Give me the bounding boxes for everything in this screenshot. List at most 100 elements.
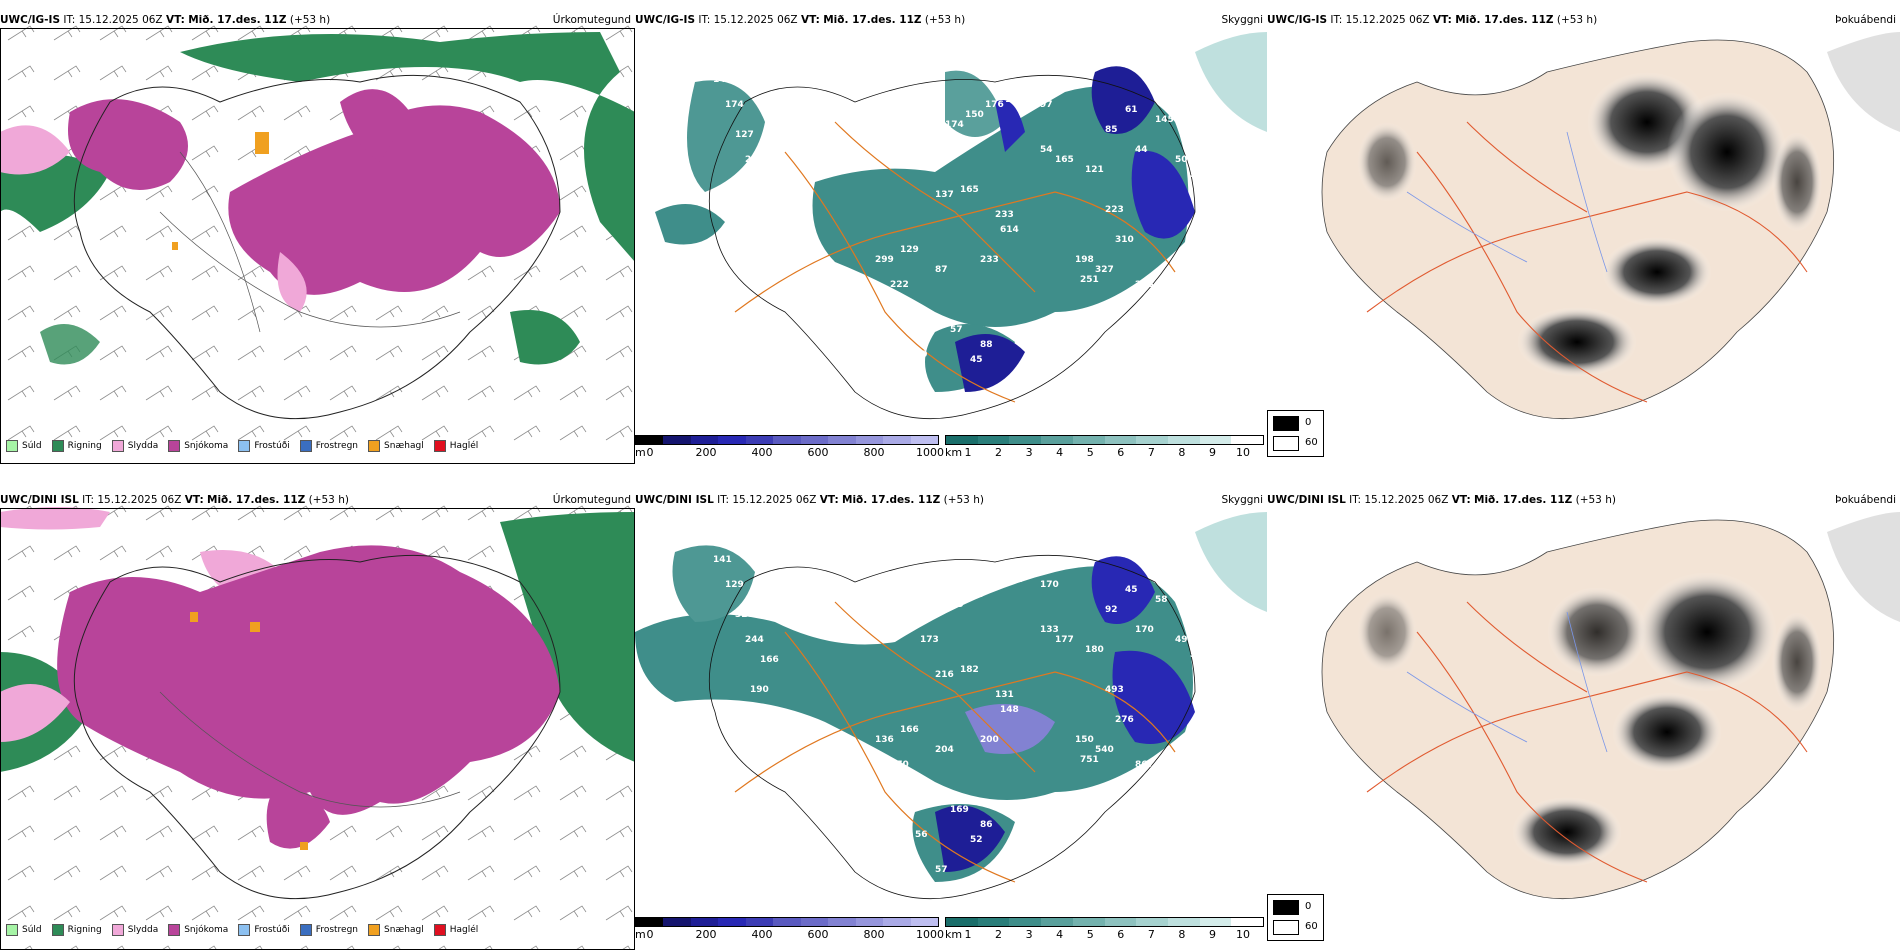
peak-height-label: 150 — [965, 110, 984, 120]
vis-color-step — [1041, 918, 1073, 926]
peak-height-label: 37 — [915, 400, 928, 410]
peak-height-label: 92 — [1105, 605, 1118, 615]
peak-height-label: 248 — [1195, 725, 1214, 735]
height-tick-label: 400 — [751, 928, 773, 941]
peak-height-label: 52 — [1190, 650, 1203, 660]
height-color-step — [636, 918, 664, 926]
fog-map-bottom — [1321, 512, 1900, 900]
height-color-step — [663, 918, 691, 926]
peak-height-label: 136 — [875, 735, 894, 745]
vis-color-step — [1136, 436, 1168, 444]
vis-color-step — [1041, 436, 1073, 444]
peak-height-label: 58 — [1155, 595, 1168, 605]
vis-color-step — [977, 918, 1010, 926]
vis-tick-label: 6 — [1117, 928, 1125, 941]
vis-tick-label: 4 — [1056, 446, 1064, 459]
height-color-step — [773, 436, 801, 444]
peak-height-label: 359 — [945, 600, 964, 610]
header-top-mid: UWC/IG-IS IT: 15.12.2025 06Z VT: Mið. 17… — [635, 14, 966, 26]
legend-item: Snjókoma — [168, 440, 228, 452]
precip-map-bottom — [0, 492, 635, 950]
roads — [734, 121, 1176, 403]
vis-tick-label: 6 — [1117, 446, 1125, 459]
peak-height-label: 311 — [685, 730, 704, 740]
legend-item: Snjókoma — [168, 924, 228, 936]
legend-swatch — [6, 440, 18, 452]
header-top-left: UWC/IG-IS IT: 15.12.2025 06Z VT: Mið. 17… — [0, 12, 330, 28]
legend-item: Slydda — [111, 440, 158, 452]
vis-tick-label: 10 — [1236, 446, 1250, 459]
legend-item: Rigning — [51, 924, 102, 936]
peak-height-label: 129 — [725, 580, 744, 590]
precip-legend: Súld Rigning Slydda Snjókoma Frostúði Fr… — [6, 440, 478, 452]
height-tick-label: 800 — [863, 446, 885, 459]
iceland-outline — [73, 74, 561, 420]
peak-height-label: 145 — [1155, 115, 1174, 125]
peak-height-label: 127 — [760, 175, 779, 185]
legend-item: Snæhagl — [368, 440, 424, 452]
peak-height-label: 148 — [1000, 705, 1019, 715]
vis-color-step — [1104, 918, 1137, 926]
precip-panel-bottom: UWC/DINI ISL IT: 15.12.2025 06Z VT: Mið.… — [0, 492, 635, 950]
vis-tick-label: 2 — [995, 928, 1003, 941]
height-color-step — [828, 918, 856, 926]
peak-height-label: 305 — [1205, 705, 1224, 715]
peak-height-label: 60 — [1185, 260, 1198, 270]
height-tick-label: 1000 — [916, 446, 944, 459]
height-tick-label: 400 — [751, 446, 773, 459]
peak-height-label: 375 — [1170, 760, 1189, 770]
peak-height-label: 198 — [1075, 255, 1094, 265]
peak-height-label: 193 — [920, 155, 939, 165]
peak-height-label: 52 — [970, 835, 983, 845]
peak-height-label: 251 — [1080, 275, 1099, 285]
peak-height-label: 57 — [935, 865, 948, 875]
peak-height-label: 44 — [1135, 145, 1148, 155]
peak-height-label: 540 — [1095, 745, 1114, 755]
fog-panel-bottom: UWC/DINI ISL IT: 15.12.2025 06Z VT: Mið.… — [1267, 492, 1900, 950]
peak-height-label: 320 — [735, 610, 754, 620]
peak-height-label: 48 — [1195, 245, 1208, 255]
peak-height-label: 45 — [970, 355, 983, 365]
vis-tick-label: 3 — [1025, 928, 1033, 941]
legend-item: Súld — [6, 924, 42, 936]
vis-color-step — [1231, 436, 1264, 444]
legend-swatch — [51, 440, 64, 452]
vis-tick-label: 1 — [964, 446, 972, 459]
peak-height-label: 216 — [935, 670, 954, 680]
peak-height-label: 243 — [750, 205, 769, 215]
fog-map-top — [1321, 32, 1900, 420]
peak-height-label: 223 — [1105, 205, 1124, 215]
vis-tick-label: 8 — [1178, 446, 1186, 459]
peak-height-label: 170 — [890, 760, 909, 770]
peak-height-label: 248 — [1135, 280, 1154, 290]
height-color-step — [883, 436, 911, 444]
vis-tick-label: 7 — [1147, 446, 1155, 459]
visibility-colorbar — [945, 435, 1264, 445]
legend-swatch — [433, 924, 446, 936]
peak-height-label: 97 — [1040, 100, 1053, 110]
height-tick-label: 600 — [807, 928, 829, 941]
vis-color-step — [977, 436, 1010, 444]
vis-color-step — [1104, 436, 1137, 444]
peak-height-label: 38 — [905, 875, 918, 885]
legend-swatch — [168, 924, 181, 936]
peak-height-label: 174 — [945, 120, 964, 130]
peak-height-label: 326 — [965, 590, 984, 600]
panel-title: Úrkomutegund — [552, 494, 631, 506]
peak-height-label: 49 — [960, 880, 973, 890]
peak-height-label: 238 — [745, 155, 764, 165]
peak-height-label: 57 — [950, 325, 963, 335]
peak-height-label: 121 — [1085, 165, 1104, 175]
height-tick-label: 1000 — [916, 928, 944, 941]
peak-height-label: 61 — [1125, 105, 1138, 115]
legend-swatch — [168, 440, 181, 452]
peak-height-label: 133 — [1040, 625, 1059, 635]
height-tick-label: 600 — [807, 446, 829, 459]
legend-item: Haglél — [433, 440, 478, 452]
vis-color-step — [946, 918, 978, 926]
peak-height-label: 181 — [985, 580, 1004, 590]
peak-height-label: 190 — [750, 685, 769, 695]
height-tick-label: 200 — [695, 928, 717, 941]
